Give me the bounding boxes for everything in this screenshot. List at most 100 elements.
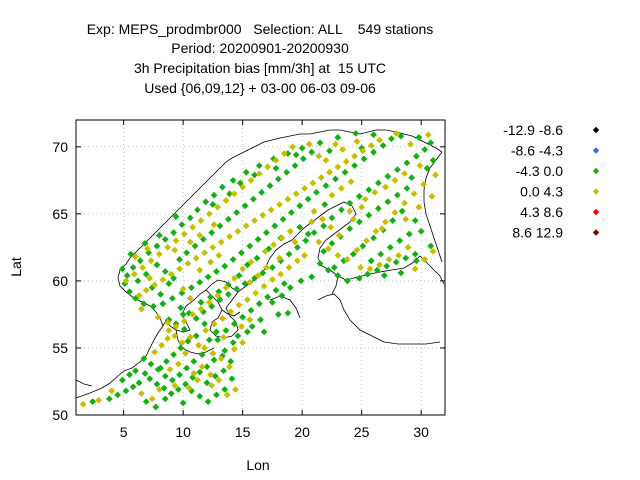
data-point bbox=[352, 130, 360, 137]
data-point bbox=[228, 375, 236, 383]
data-point bbox=[396, 237, 404, 245]
data-point bbox=[221, 262, 229, 270]
data-point bbox=[357, 264, 364, 271]
data-point bbox=[201, 344, 208, 352]
data-point bbox=[353, 138, 361, 145]
data-point bbox=[286, 284, 294, 292]
data-point bbox=[214, 203, 222, 211]
data-point bbox=[327, 223, 335, 231]
data-point bbox=[129, 264, 137, 271]
data-point bbox=[209, 243, 217, 251]
data-point bbox=[328, 214, 336, 222]
data-point bbox=[264, 163, 272, 171]
data-point bbox=[196, 231, 204, 239]
legend: -12.9 -8.6 -8.6 -4.3 -4.3 0.0 0.0 4.3 4.3 8.… bbox=[503, 122, 600, 241]
data-point bbox=[138, 305, 145, 313]
data-point bbox=[304, 195, 312, 203]
data-point bbox=[404, 243, 412, 251]
data-point bbox=[239, 313, 247, 321]
data-point bbox=[257, 316, 264, 324]
plot-frame bbox=[75, 119, 446, 416]
plot-border bbox=[75, 119, 446, 416]
data-point bbox=[164, 335, 172, 342]
data-point bbox=[205, 210, 213, 218]
data-point bbox=[315, 152, 323, 160]
data-point bbox=[105, 395, 113, 403]
data-point bbox=[388, 135, 395, 143]
data-point bbox=[322, 156, 330, 164]
data-point bbox=[389, 217, 397, 224]
data-point bbox=[186, 333, 194, 341]
chart-title-line-1: Exp: MEPS_prodmbr000 Selection: ALL 549 … bbox=[86, 21, 434, 37]
data-point bbox=[127, 250, 135, 258]
data-point bbox=[397, 132, 405, 140]
data-point bbox=[292, 190, 300, 198]
data-point bbox=[377, 250, 385, 258]
data-point bbox=[288, 209, 295, 216]
data-point bbox=[246, 316, 254, 324]
data-point bbox=[182, 349, 189, 357]
data-point bbox=[176, 371, 183, 379]
data-point bbox=[227, 308, 235, 316]
data-point bbox=[149, 302, 157, 310]
data-point bbox=[161, 395, 169, 403]
data-point bbox=[353, 246, 361, 254]
data-point bbox=[222, 284, 230, 292]
data-point bbox=[274, 311, 282, 318]
data-point bbox=[316, 260, 324, 267]
data-point bbox=[355, 218, 363, 226]
data-point bbox=[165, 327, 173, 334]
data-point bbox=[359, 242, 367, 250]
data-point bbox=[403, 159, 411, 167]
data-point bbox=[164, 319, 172, 326]
data-point bbox=[244, 296, 251, 304]
data-point bbox=[224, 215, 232, 223]
data-point bbox=[229, 256, 237, 263]
data-point bbox=[210, 320, 218, 328]
data-point bbox=[172, 323, 180, 330]
data-point bbox=[317, 174, 325, 182]
data-point bbox=[308, 218, 316, 226]
data-point bbox=[258, 189, 266, 196]
data-point bbox=[159, 276, 167, 283]
data-point bbox=[320, 248, 327, 255]
data-point bbox=[351, 152, 358, 160]
data-point bbox=[424, 131, 432, 139]
data-point bbox=[284, 309, 292, 317]
data-point bbox=[269, 264, 276, 271]
data-point bbox=[201, 320, 208, 328]
data-point bbox=[210, 221, 218, 228]
data-point bbox=[260, 328, 268, 336]
x-tick-label: 25 bbox=[354, 424, 370, 440]
data-point bbox=[294, 257, 301, 265]
data-point bbox=[209, 349, 217, 357]
data-point bbox=[294, 243, 301, 251]
data-point bbox=[402, 215, 410, 223]
data-point bbox=[378, 225, 386, 233]
data-point bbox=[165, 280, 173, 287]
data-point bbox=[154, 366, 162, 373]
data-point bbox=[178, 221, 186, 228]
data-point bbox=[155, 231, 163, 239]
data-point bbox=[235, 272, 243, 279]
data-point bbox=[204, 273, 212, 281]
data-point bbox=[123, 272, 131, 279]
data-point bbox=[248, 323, 256, 330]
data-point bbox=[321, 201, 329, 208]
data-point bbox=[355, 193, 363, 200]
data-point bbox=[122, 387, 130, 395]
data-point bbox=[427, 242, 435, 250]
data-point bbox=[359, 147, 367, 155]
data-point bbox=[283, 168, 291, 176]
data-point bbox=[264, 293, 272, 301]
data-point bbox=[196, 368, 204, 376]
data-point bbox=[415, 203, 423, 211]
data-point bbox=[285, 250, 293, 258]
data-point bbox=[205, 336, 213, 344]
data-point bbox=[346, 225, 354, 233]
data-point bbox=[272, 286, 280, 294]
data-point bbox=[185, 384, 193, 392]
y-tick-label: 50 bbox=[52, 407, 68, 423]
data-point bbox=[393, 166, 401, 174]
data-point bbox=[207, 258, 214, 266]
